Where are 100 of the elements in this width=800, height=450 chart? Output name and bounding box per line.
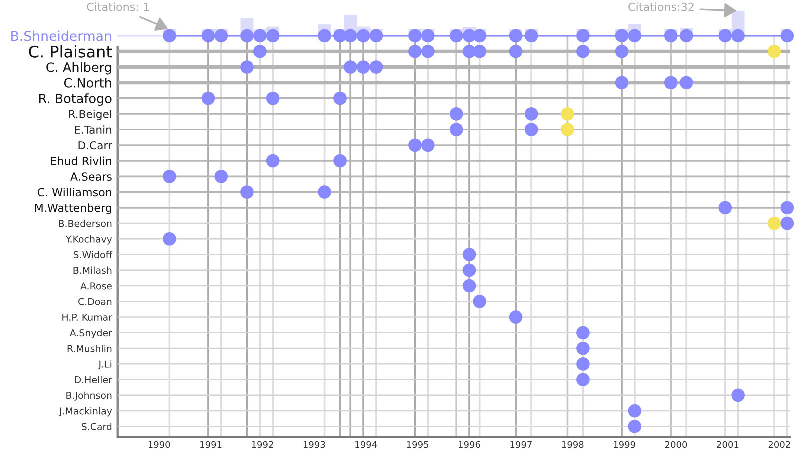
point [561,107,574,121]
point [356,60,370,74]
annotation: Citations:32 [628,2,694,12]
y-tick-label: R. Botafogo [39,94,112,106]
y-tick-label: M.Wattenberg [35,204,112,214]
x-tick-label: 1991 [200,441,222,448]
point [576,358,590,371]
point [628,404,642,418]
point [240,29,254,43]
point [524,123,538,136]
y-tick-label: E.Tanin [75,126,112,134]
point [450,107,464,121]
point [680,76,694,90]
y-tick-label: C. Williamson [38,188,112,197]
y-tick-label: J.Mackinlay [58,407,112,417]
x-tick-label: 1990 [148,441,170,448]
point [253,29,267,43]
point [318,29,332,43]
y-tick-label: B.Shneiderman [12,30,112,42]
point [576,373,590,386]
point [718,29,732,43]
point [240,60,254,74]
y-tick-label: D.Heller [75,376,112,384]
point [240,186,254,199]
point [615,44,629,58]
point [615,76,629,90]
point [421,44,435,58]
point [266,92,280,106]
point [462,264,476,278]
y-tick-label: J.Li [98,360,112,370]
y-tick-label: R.Mushlin [68,344,112,352]
point [664,29,678,43]
point [576,44,590,58]
point [408,138,422,152]
y-tick-label: A.Sears [70,172,112,182]
point [462,248,476,262]
point [318,186,332,199]
point [780,29,794,43]
point [509,29,523,43]
point [334,92,347,106]
point [214,29,228,43]
y-tick-label: H.P. Kumar [62,314,112,322]
x-tick-label: 1993 [304,441,326,448]
point [370,29,384,43]
y-tick-label: C. Ahlberg [46,62,112,75]
point [450,123,464,136]
point [561,123,574,136]
point [408,44,422,58]
point [615,29,629,43]
point [768,216,782,230]
point [664,76,678,90]
x-tick-label: 2002 [768,441,790,448]
point [732,29,745,43]
point [253,44,267,58]
point [768,44,782,58]
point [421,29,435,43]
y-tick-label: C.Doan [78,298,112,306]
point [408,29,422,43]
point [356,29,370,43]
point [628,29,642,43]
x-tick-label: 1994 [356,441,378,448]
point [163,29,176,43]
point [202,29,216,43]
x-tick-label: 1996 [459,441,480,448]
x-tick-label: 1999 [614,441,636,448]
point [576,326,590,340]
y-tick-label: Ehud Rivlin [51,156,112,166]
point [421,138,435,152]
annotation: Citations: 1 [87,2,149,12]
x-tick-label: 1992 [252,441,274,448]
x-tick-label: 1995 [407,441,429,448]
point [680,29,694,43]
y-tick-label: B.Bederson [59,220,112,228]
x-tick-label: 1997 [510,441,532,448]
point [473,294,487,308]
point [509,44,523,58]
x-tick-label: 1998 [562,441,584,448]
point [462,279,476,293]
point [266,154,280,168]
point [344,29,358,43]
point [780,216,794,230]
y-tick-label: C.North [64,78,112,88]
point [344,60,358,74]
point [473,29,487,43]
point [202,92,216,106]
point [473,44,487,58]
y-tick-label: C. Plaisant [29,46,112,58]
y-tick-label: B.Milash [74,266,112,274]
point [163,232,176,246]
point [576,29,590,43]
x-tick-label: 2000 [665,441,688,448]
point [214,170,228,184]
y-tick-label: D.Carr [78,141,112,150]
point [266,29,280,43]
point [450,29,464,43]
point [780,201,794,215]
point [524,29,538,43]
y-tick-label: S.Widoff [74,251,113,258]
y-tick-label: Y.Kochavy [66,236,112,245]
point [628,420,642,434]
